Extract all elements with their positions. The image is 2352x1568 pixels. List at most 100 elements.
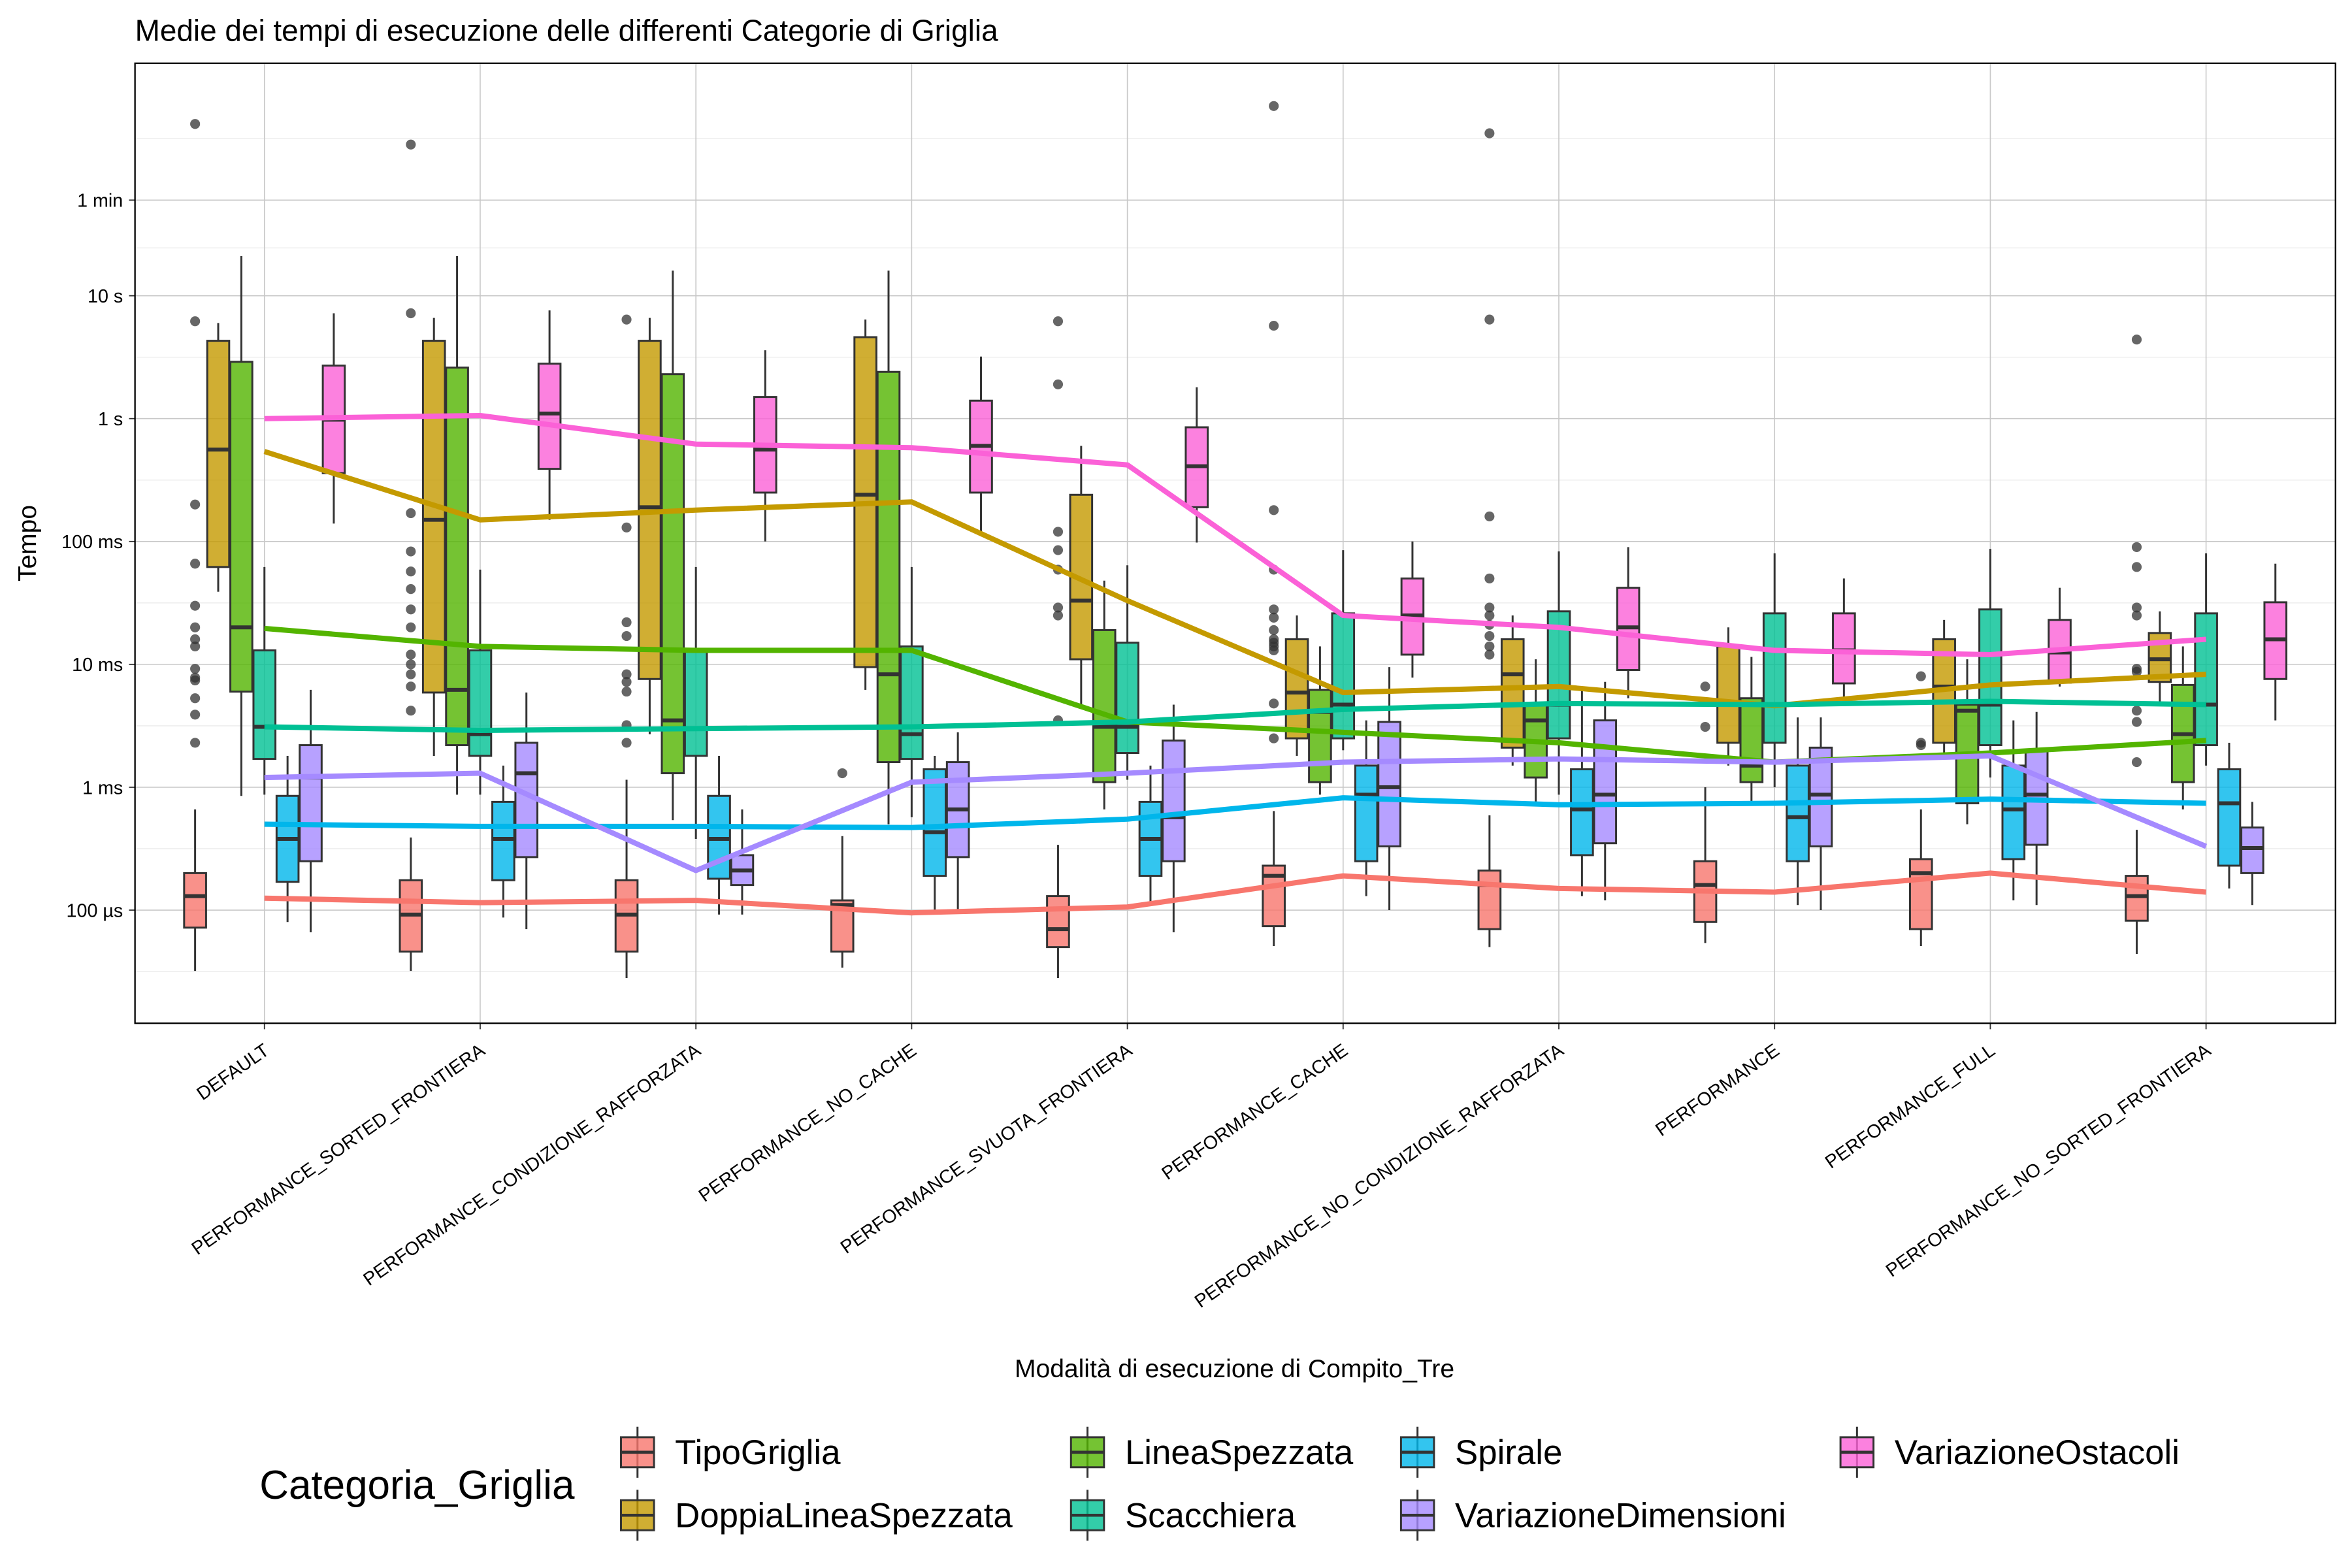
box (1092, 629, 1117, 783)
mean-line (263, 449, 2206, 709)
outlier (1269, 505, 1279, 515)
box (445, 367, 469, 747)
y-tick-label: 1 min (77, 191, 123, 212)
box (299, 744, 323, 862)
outlier (406, 508, 416, 519)
box (1284, 638, 1309, 740)
box (2240, 826, 2264, 874)
box (1162, 739, 1186, 862)
box (537, 363, 562, 470)
outlier (406, 604, 416, 615)
mean-line (264, 795, 2206, 830)
x-axis-title: Modalità di esecuzione di Compito_Tre (1015, 1355, 1454, 1383)
mean-line (264, 698, 2206, 734)
box (183, 872, 207, 929)
outlier (1269, 320, 1279, 331)
box (1716, 645, 1740, 744)
outlier (406, 706, 416, 716)
outlier (2131, 706, 2142, 716)
outlier (190, 559, 201, 569)
legend-label: VariazioneDimensioni (1455, 1497, 1786, 1535)
box (876, 370, 901, 764)
outlier (1700, 721, 1710, 732)
box (1739, 697, 1764, 783)
box (491, 800, 515, 881)
mean-line (264, 870, 2206, 916)
box (206, 340, 231, 568)
box (1354, 764, 1379, 862)
y-tick-label: 100 ms (61, 532, 123, 553)
chart-title: Medie dei tempi di esecuzione delle diff… (135, 13, 998, 47)
box (1978, 608, 2002, 747)
outlier (1269, 604, 1279, 615)
box (900, 645, 924, 760)
outlier (2131, 335, 2142, 345)
outlier (1053, 527, 1064, 537)
box (252, 649, 277, 760)
legend-label: Scacchiera (1125, 1497, 1296, 1535)
outlier (621, 522, 632, 532)
outlier (621, 677, 632, 687)
outlier (190, 316, 201, 327)
outlier (1484, 630, 1495, 642)
outlier (621, 669, 632, 679)
box (1115, 642, 1139, 755)
outlier (406, 308, 416, 319)
outlier (2131, 666, 2142, 677)
box (1500, 638, 1525, 749)
legend-label: Spirale (1455, 1433, 1562, 1472)
outlier (1053, 316, 1064, 327)
outlier (1269, 101, 1279, 111)
outlier (1484, 128, 1495, 139)
outlier (190, 675, 201, 686)
outlier (1053, 545, 1064, 555)
legend-label: DoppiaLineaSpezzata (675, 1497, 1013, 1535)
mean-line (264, 412, 2206, 658)
outlier (621, 738, 632, 748)
outlier (190, 499, 201, 510)
outlier (2131, 602, 2142, 613)
y-tick-label: 10 s (88, 286, 123, 307)
legend-title: Categoria_Griglia (259, 1463, 575, 1508)
y-axis-title: Tempo (14, 505, 42, 581)
outlier (621, 630, 632, 642)
box (2217, 768, 2242, 867)
outlier (1916, 671, 1926, 681)
box (2001, 764, 2026, 860)
outlier (1269, 645, 1279, 656)
outlier (1484, 314, 1495, 325)
outlier (190, 600, 201, 611)
outlier (190, 622, 201, 632)
outlier (1484, 602, 1495, 613)
outlier (1269, 698, 1279, 709)
box (1593, 719, 1618, 845)
box (1762, 612, 1787, 744)
outlier (1269, 612, 1279, 623)
outlier (1484, 641, 1495, 651)
box (1808, 746, 1833, 847)
outlier (406, 659, 416, 670)
outlier (1484, 573, 1495, 583)
outlier (2131, 562, 2142, 572)
box (1908, 858, 1933, 930)
outlier (406, 669, 416, 679)
outlier (1053, 602, 1064, 613)
y-tick-label: 1 ms (82, 777, 123, 798)
box (2125, 875, 2149, 922)
box (683, 649, 708, 757)
outlier (406, 566, 416, 577)
box (2194, 612, 2218, 747)
outlier (1916, 740, 1926, 751)
outlier (406, 622, 416, 632)
box (1786, 764, 1810, 862)
box (1477, 869, 1502, 930)
box (229, 361, 253, 693)
outlier (1269, 733, 1279, 743)
outlier (406, 546, 416, 557)
box (1308, 689, 1332, 783)
outlier (190, 710, 201, 720)
outlier (1053, 610, 1064, 621)
box (1832, 612, 1856, 685)
legend-label: TipoGriglia (675, 1433, 841, 1472)
